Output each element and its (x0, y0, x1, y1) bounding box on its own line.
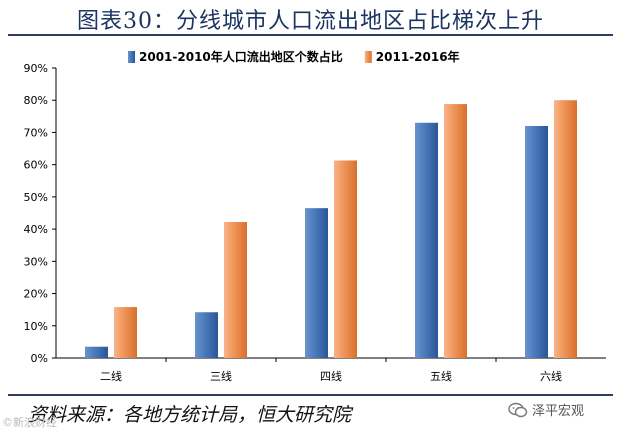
bar-series2-3 (334, 160, 357, 358)
title-divider (8, 34, 613, 36)
y-tick-label: 90% (24, 62, 48, 75)
x-tick-label: 六线 (540, 369, 562, 383)
legend-swatch (128, 51, 135, 63)
y-tick-label: 70% (24, 126, 48, 139)
bar-series2-5 (554, 100, 577, 358)
y-tick-label: 60% (24, 159, 48, 172)
footer-divider (8, 394, 613, 396)
legend-label: 2001-2010年人口流出地区个数占比 (139, 49, 343, 64)
brand-name: 泽平宏观 (532, 404, 585, 419)
source-note: 资料来源：各地方统计局，恒大研究院 (28, 404, 352, 426)
bar-series1-3 (305, 208, 328, 358)
y-tick-label: 80% (24, 94, 48, 107)
bar-series1-2 (195, 312, 218, 358)
x-tick-label: 二线 (100, 369, 122, 383)
y-tick-label: 30% (24, 255, 48, 268)
bar-series2-4 (444, 104, 467, 358)
brand-badge: 泽平宏观 (508, 400, 584, 419)
bar-series1-5 (525, 126, 548, 358)
watermark: ©新浪财经 (2, 416, 57, 429)
wechat-icon (508, 402, 528, 417)
y-tick-label: 40% (24, 223, 48, 236)
y-tick-label: 50% (24, 191, 48, 204)
chart-axes: 0% 10% 20% 30% 40% 50% 60% 70% 80% 90% 二线 三线 四线 五线 六线 (24, 62, 606, 383)
x-tick-label: 三线 (210, 369, 232, 383)
y-tick-label: 0% (31, 352, 48, 365)
legend-label: 2011-2016年 (376, 49, 460, 64)
bar-series2-2 (224, 222, 247, 358)
chart-legend: 2001-2010年人口流出地区个数占比 2011-2016年 (128, 49, 460, 64)
x-tick-label: 五线 (430, 369, 452, 383)
bar-series2-1 (114, 307, 137, 358)
legend-swatch (364, 51, 372, 63)
y-tick-label: 20% (24, 288, 48, 301)
bar-series1-4 (415, 122, 438, 359)
y-tick-label: 10% (24, 320, 48, 333)
bar-series1-1 (85, 346, 108, 358)
chart-title: 图表30：分线城市人口流出地区占比梯次上升 (77, 9, 544, 34)
x-tick-label: 四线 (320, 369, 342, 383)
chart-bars (85, 100, 577, 359)
